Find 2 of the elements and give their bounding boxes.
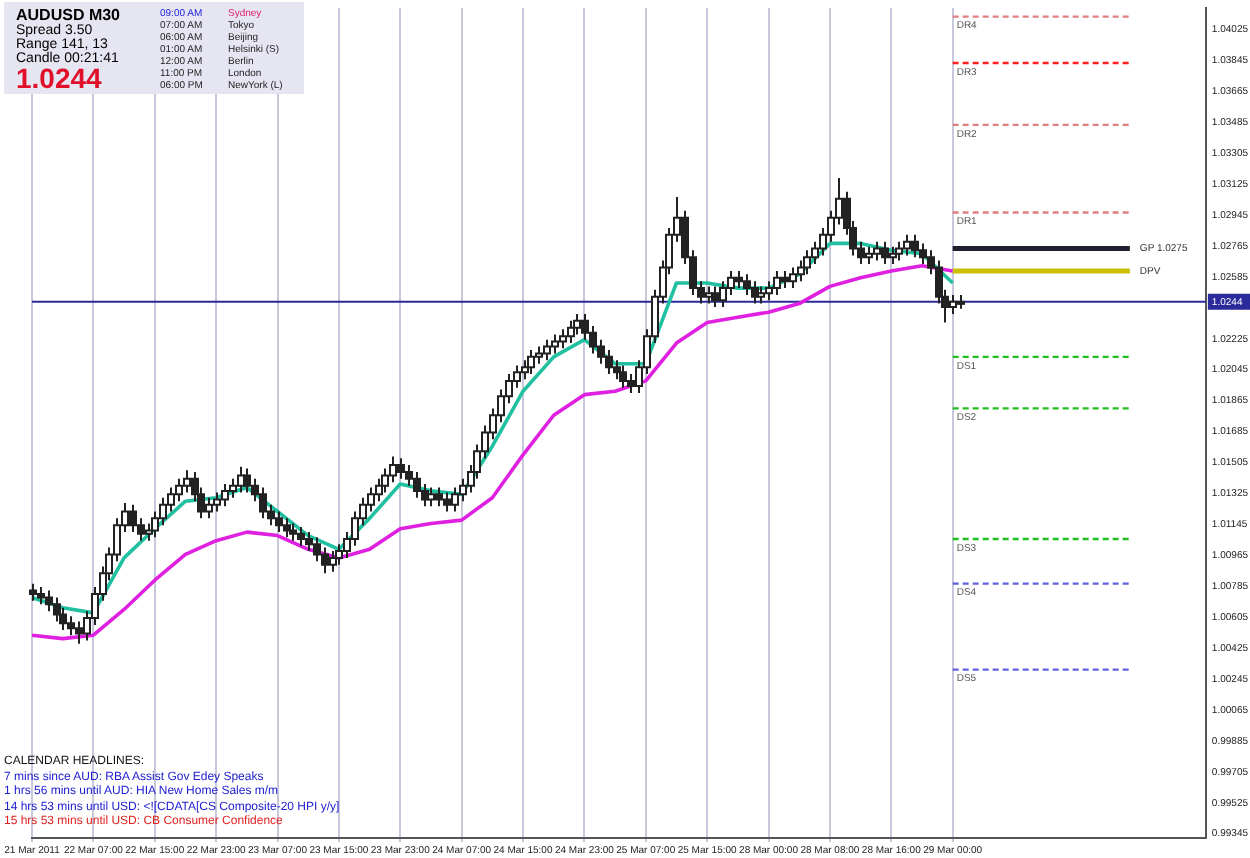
chart-title: AUDUSD M30 bbox=[16, 6, 121, 24]
annotation: 1.0244 bbox=[16, 62, 102, 94]
